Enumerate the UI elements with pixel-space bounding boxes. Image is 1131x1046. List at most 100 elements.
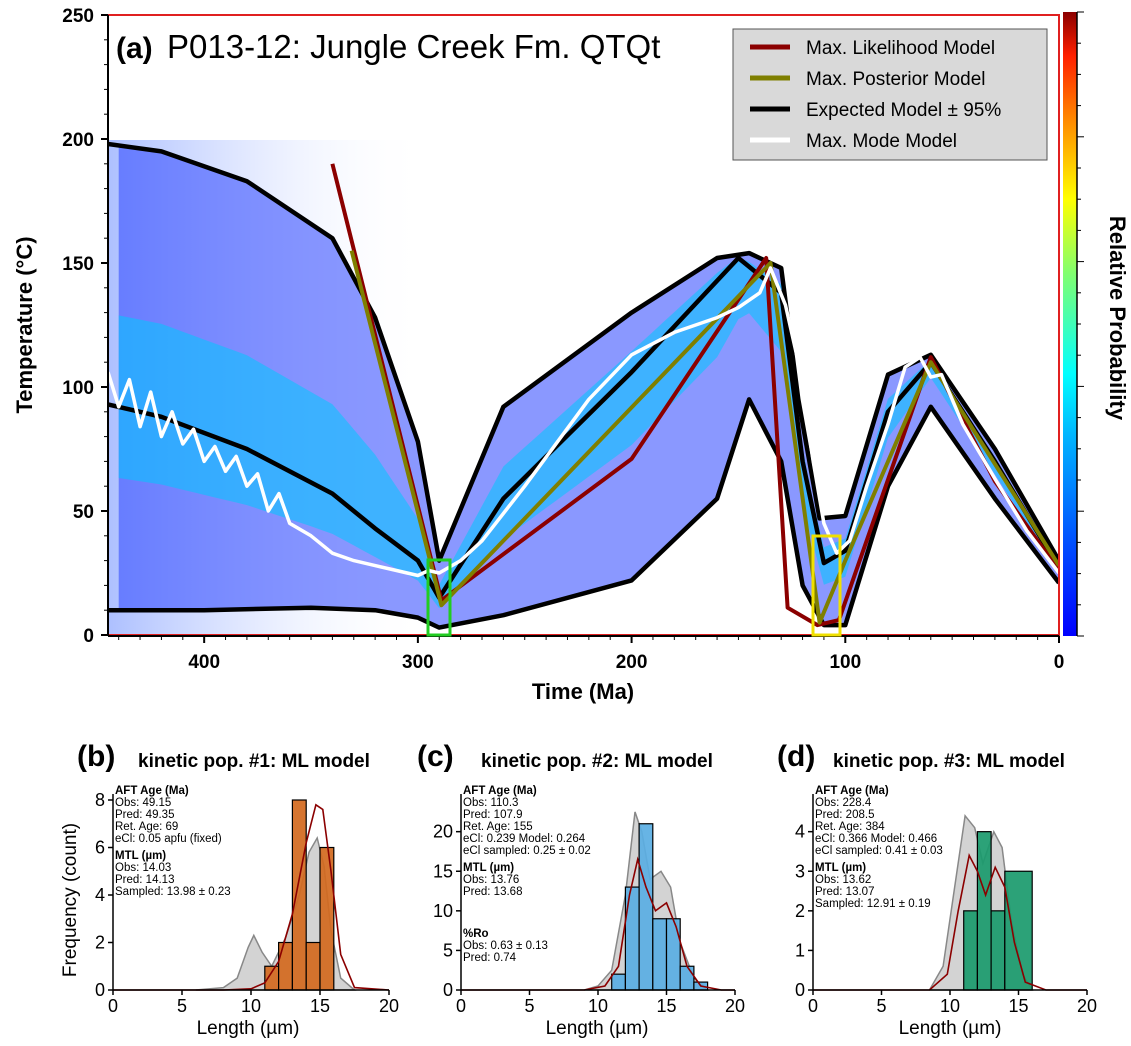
histogram-x-tick-label: 10: [241, 996, 261, 1016]
histogram-y-tick-label: 4: [795, 822, 805, 842]
panel-d-mtl-heading: MTL (µm): [815, 862, 866, 874]
histogram-y-tick-label: 15: [433, 861, 453, 881]
panel-d-title: kinetic pop. #3: ML model: [833, 751, 1065, 772]
histogram-bar: [278, 941, 294, 991]
histogram-y-tick-label: 6: [95, 838, 105, 858]
panel-d-x-axis-label: Length (µm): [899, 1018, 1002, 1039]
histogram-bar: [652, 918, 668, 991]
histogram-bar: [611, 973, 627, 991]
y-tick-label: 100: [62, 378, 94, 399]
histogram-x-tick-label: 5: [524, 996, 534, 1016]
histogram-bar: [990, 910, 1006, 991]
histogram-bar: [665, 918, 681, 991]
panel-d-mtl-line: Sampled: 12.91 ± 0.19: [815, 898, 931, 910]
panel-d-aft-line: Pred: 208.5: [815, 809, 874, 821]
x-tick-label: 0: [1054, 652, 1065, 673]
histogram-x-tick-label: 0: [808, 996, 818, 1016]
panel-b-x-axis-label: Length (µm): [197, 1018, 300, 1039]
panel-c-ro-line: Obs: 0.63 ± 0.13: [463, 940, 548, 952]
histogram-x-tick-label: 15: [1008, 996, 1028, 1016]
panel-c-aft-line: eCl: 0.239 Model: 0.264: [463, 833, 586, 845]
panel-b-aft-heading: AFT Age (Ma): [115, 785, 189, 797]
panel-b-letter: (b): [77, 740, 115, 773]
histogram-x-tick-label: 5: [177, 996, 187, 1016]
panel-d-annotation: AFT Age (Ma) Obs: 228.4 Pred: 208.5 Ret.…: [815, 785, 943, 910]
panel-c-title: kinetic pop. #2: ML model: [481, 751, 713, 772]
panel-d-mtl-line: Obs: 13.62: [815, 874, 871, 886]
panel-d-aft-line: Obs: 228.4: [815, 797, 872, 809]
max-likelihood-line: [330, 163, 1059, 628]
panel-b-mtl-line: Sampled: 13.98 ± 0.23: [115, 886, 231, 898]
histogram-bar: [291, 799, 307, 991]
panel-b-aft-line: Pred: 49.35: [115, 809, 174, 821]
histogram-y-tick-label: 0: [795, 980, 805, 1000]
histogram-x-tick-label: 20: [379, 996, 399, 1016]
predicted-length-curve: [461, 856, 735, 991]
y-axis-label: Temperature (°C): [12, 236, 37, 413]
histogram-y-tick-label: 20: [433, 822, 453, 842]
histogram-bar: [264, 965, 280, 991]
max-posterior-line: [349, 250, 1059, 625]
colorbar: [1063, 12, 1077, 636]
panel-c-mtl-line: Pred: 13.68: [463, 886, 522, 898]
x-tick-label: 200: [616, 652, 648, 673]
panel-c-annotation: AFT Age (Ma) Obs: 110.3 Pred: 107.9 Ret.…: [463, 785, 591, 964]
histogram-bar: [1004, 870, 1033, 991]
panel-d-letter: (d): [777, 740, 815, 773]
histogram-y-axis-label: Frequency (count): [60, 823, 81, 977]
x-axis-label: Time (Ma): [532, 679, 634, 704]
histogram-y-tick-label: 8: [95, 790, 105, 810]
y-tick-label: 200: [62, 130, 94, 151]
panel-d-mtl-line: Pred: 13.07: [815, 886, 874, 898]
histogram-y-tick-label: 5: [443, 940, 453, 960]
expected-model-upper-95-line: [108, 141, 1059, 563]
probability-density-field: [108, 140, 1059, 635]
histogram-x-tick-label: 0: [456, 996, 466, 1016]
histogram-x-tick-label: 15: [310, 996, 330, 1016]
histogram-x-tick-label: 10: [588, 996, 608, 1016]
predicted-length-curve: [813, 852, 1087, 991]
legend-label-expected: Expected Model ± 95%: [806, 100, 1001, 121]
panel-b-annotation: AFT Age (Ma) Obs: 49.15 Pred: 49.35 Ret.…: [115, 785, 231, 898]
panel-d-aft-line: eCl sampled: 0.41 ± 0.03: [815, 845, 943, 857]
histogram-x-tick-label: 10: [940, 996, 960, 1016]
panel-c-ro-line: Pred: 0.74: [463, 952, 517, 964]
histogram-panel-b: 0 5 10 15 20 0 2 4 6 8: [95, 790, 399, 1016]
panel-c-ro-heading: %Ro: [463, 928, 489, 940]
density-core: [118, 256, 1059, 609]
panel-d-aft-line: Ret. Age: 384: [815, 821, 885, 833]
panel-b-aft-line: eCl: 0.05 apfu (fixed): [115, 833, 222, 845]
panel-c-aft-line: Ret. Age: 155: [463, 821, 533, 833]
histogram-x-tick-label: 15: [656, 996, 676, 1016]
legend: Max. Likelihood Model Max. Posterior Mod…: [732, 28, 1048, 161]
histogram-y-tick-label: 4: [95, 885, 105, 905]
panel-a-title: P013-12: Jungle Creek Fm. QTQt: [167, 28, 660, 65]
histogram-x-tick-label: 5: [876, 996, 886, 1016]
histogram-bar: [638, 823, 654, 991]
panel-b-title: kinetic pop. #1: ML model: [138, 751, 370, 772]
histogram-bar: [624, 886, 640, 991]
histogram-y-tick-label: 1: [795, 940, 805, 960]
panel-b-aft-line: Ret. Age: 69: [115, 821, 178, 833]
x-tick-label: 400: [188, 652, 220, 673]
panel-d-aft-heading: AFT Age (Ma): [815, 785, 889, 797]
yellow-highlight-box: [811, 534, 842, 637]
x-tick-label: 100: [829, 652, 861, 673]
histogram-x-tick-label: 0: [108, 996, 118, 1016]
histogram-y-tick-label: 0: [95, 980, 105, 1000]
panel-c-aft-line: Obs: 110.3: [463, 797, 518, 809]
y-tick-label: 250: [62, 6, 94, 27]
histogram-y-tick-label: 2: [95, 933, 105, 953]
histogram-panel-c: 0 5 10 15 20 0 5 10 15 20: [433, 794, 745, 1016]
legend-label-max-mode: Max. Mode Model: [806, 131, 957, 152]
legend-label-max-posterior: Max. Posterior Model: [806, 69, 986, 90]
histogram-bar: [963, 910, 979, 991]
histogram-bar: [319, 846, 335, 991]
histogram-y-tick-label: 3: [795, 861, 805, 881]
y-tick-label: 50: [73, 502, 94, 523]
histogram-bar: [679, 965, 695, 991]
histogram-bar: [305, 941, 321, 991]
panel-c-aft-heading: AFT Age (Ma): [463, 785, 537, 797]
x-tick-label: 300: [402, 652, 434, 673]
